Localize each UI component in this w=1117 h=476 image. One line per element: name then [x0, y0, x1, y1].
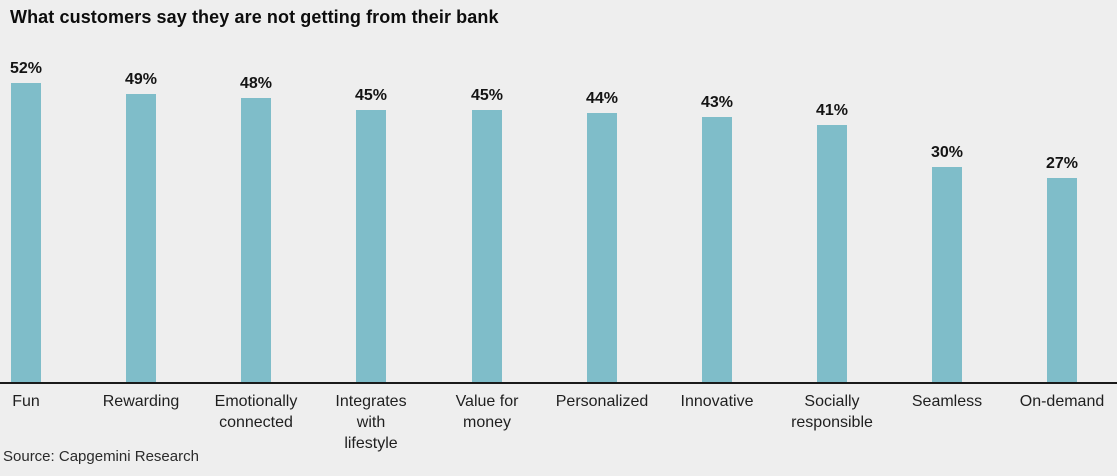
value-label-socially-responsible: 41% [815, 102, 849, 119]
category-label-value-for-money: Value for money [455, 393, 519, 431]
bar-seamless [932, 167, 962, 383]
value-label-value-for-money: 45% [470, 87, 504, 104]
bar-value-for-money [472, 110, 502, 383]
category-label-emotionally-connected: Emotionally connected [214, 393, 298, 431]
category-label-fun: Fun [12, 393, 40, 410]
value-label-innovative: 43% [700, 94, 734, 111]
category-label-socially-responsible: Socially responsible [791, 393, 873, 431]
value-label-on-demand: 27% [1045, 155, 1079, 172]
bar-rewarding [126, 94, 156, 383]
bar-innovative [702, 117, 732, 383]
category-label-seamless: Seamless [911, 393, 983, 410]
x-axis-line [0, 382, 1117, 384]
bar-personalized [587, 113, 617, 383]
value-label-integrates-with-lifestyle: 45% [354, 87, 388, 104]
category-label-innovative: Innovative [680, 393, 754, 410]
value-label-fun: 52% [9, 60, 43, 77]
bar-on-demand [1047, 178, 1077, 383]
value-label-emotionally-connected: 48% [239, 75, 273, 92]
chart-title: What customers say they are not getting … [10, 7, 499, 27]
value-label-personalized: 44% [585, 90, 619, 107]
value-label-seamless: 30% [930, 144, 964, 161]
bar-integrates-with-lifestyle [356, 110, 386, 383]
source-note: Source: Capgemini Research [3, 448, 199, 465]
bar-emotionally-connected [241, 98, 271, 383]
bar-socially-responsible [817, 125, 847, 383]
category-label-personalized: Personalized [555, 393, 649, 410]
category-label-integrates-with-lifestyle: Integrates with lifestyle [335, 393, 407, 452]
bar-fun [11, 83, 41, 383]
value-label-rewarding: 49% [124, 71, 158, 88]
category-label-on-demand: On-demand [1019, 393, 1105, 410]
category-label-rewarding: Rewarding [102, 393, 180, 410]
